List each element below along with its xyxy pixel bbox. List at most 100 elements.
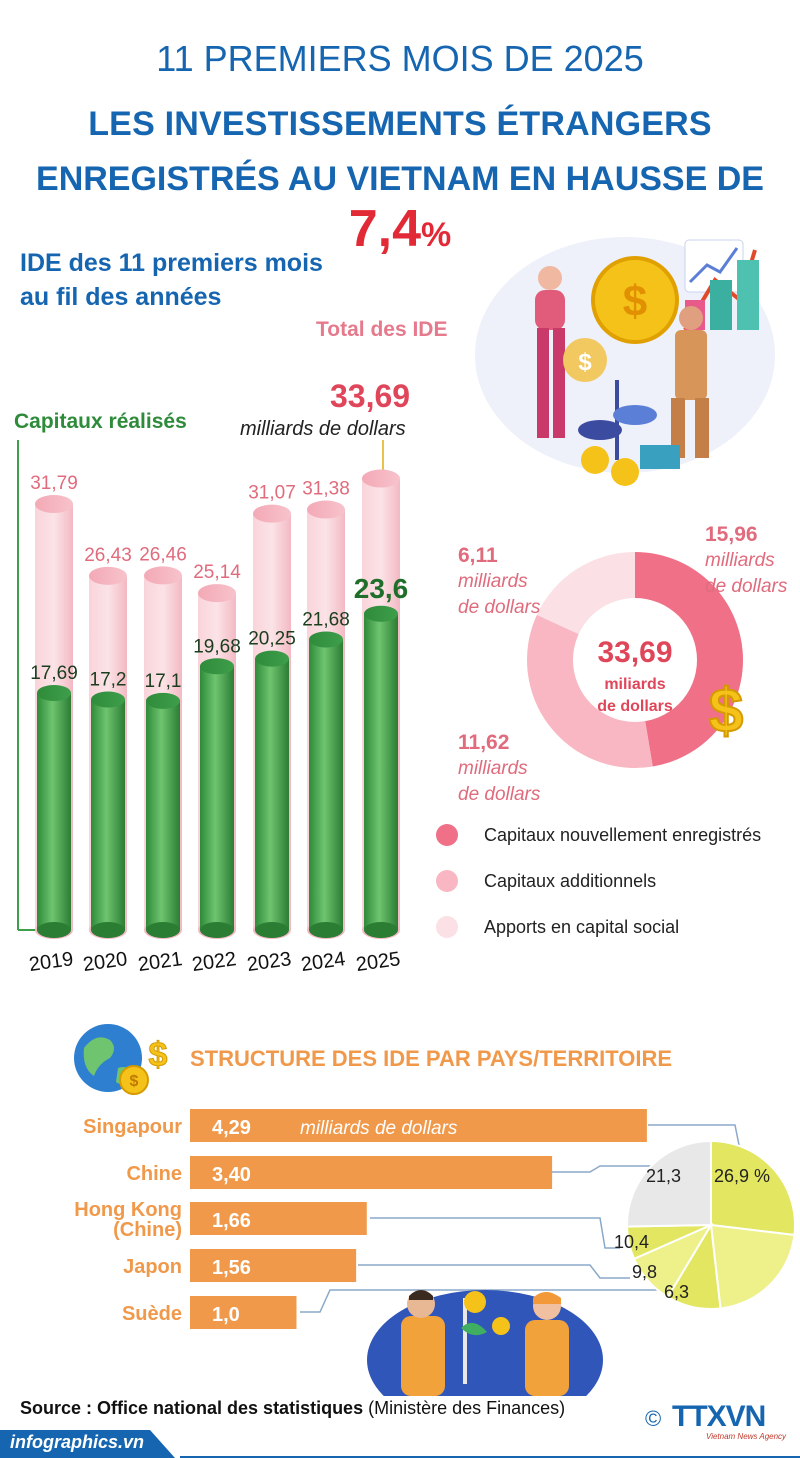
leader-singapour (648, 1124, 741, 1151)
donut-label-additional-value: 11,62 (458, 731, 510, 754)
country-label-0-0: Singapour (83, 1116, 182, 1138)
svg-text:$: $ (149, 1036, 168, 1074)
total-bar-top-2023 (253, 504, 291, 523)
globe-money-icon: $ $ (74, 1024, 168, 1095)
total-bar-top-2021 (144, 566, 182, 585)
country-bar-2 (190, 1202, 367, 1235)
header-growth-value: 7,4 (348, 200, 422, 258)
header-title-line1: LES INVESTISSEMENTS ÉTRANGERS (88, 105, 712, 143)
total-bar-top-2024 (307, 500, 345, 519)
legend-label-additional: Capitaux additionnels (484, 870, 657, 891)
source-bold: Source : Office national des statistique… (20, 1398, 364, 1418)
donut-label-new-value: 15,96 (705, 523, 758, 546)
donut-label-social-unit2: de dollars (458, 597, 541, 618)
realized-value-label-2021: 17,1 (145, 671, 182, 692)
donut-label-additional-unit2: de dollars (458, 784, 541, 805)
realized-bar-2023 (255, 658, 289, 930)
realized-bar-top-2020 (91, 691, 125, 708)
agency-logo: TTXVN (672, 1400, 766, 1433)
country-label-3-0: Japon (123, 1256, 182, 1278)
investment-illustration: $ $ (475, 237, 775, 486)
country-value-1: 3,40 (212, 1164, 251, 1186)
legend-label-new: Capitaux nouvellement enregistrés (484, 824, 762, 845)
year-label-2021: 2021 (137, 948, 184, 976)
source-note: Source : Office national des statistique… (20, 1398, 565, 1419)
legend-label-social: Apports en capital social (484, 916, 680, 937)
country-pie-label-0: 26,9 % (714, 1166, 770, 1186)
realized-bar-base-2025 (364, 922, 398, 938)
leader-hongkong (370, 1217, 620, 1249)
donut-legend: Capitaux nouvellement enregistrés Capita… (436, 812, 761, 950)
total-value-label-2023: 31,07 (248, 483, 296, 504)
country-label-2-1: (Chine) (113, 1219, 182, 1241)
legend-swatch-new (436, 824, 458, 846)
year-label-2024: 2024 (300, 948, 347, 976)
country-pie-label-3: 9,8 (632, 1262, 657, 1282)
total-value-label-2022: 25,14 (193, 562, 241, 583)
realized-value-label-2023: 20,25 (248, 629, 296, 650)
country-pie-label-2: 10,4 (614, 1232, 649, 1252)
donut-label-new-unit2: de dollars (705, 576, 788, 597)
svg-text:$: $ (130, 1073, 139, 1090)
donut-hole (573, 598, 697, 722)
realized-bar-top-2019 (37, 684, 71, 701)
realized-bar-top-2023 (255, 650, 289, 667)
realized-bar-2022 (200, 666, 234, 930)
footer-bar (0, 1430, 800, 1458)
country-pie-slice-5 (626, 1140, 712, 1228)
donut-center-unit-line2: de dollars (597, 698, 673, 715)
realized-bar-base-2022 (200, 922, 234, 938)
total-bar-top-2025 (362, 469, 400, 488)
realized-bar-top-2024 (309, 631, 343, 648)
country-pie-slice-1 (709, 1223, 796, 1310)
country-share-pie (626, 1140, 796, 1310)
svg-text:$: $ (623, 277, 647, 326)
source-rest: (Ministère des Finances) (363, 1398, 566, 1418)
year-label-2023: 2023 (246, 948, 293, 976)
realized-bar-top-2025 (364, 605, 398, 622)
legend-item-additional: Capitaux additionnels (436, 858, 761, 904)
realized-bar-base-2021 (146, 922, 180, 938)
legend-swatch-additional (436, 870, 458, 892)
realized-bar-base-2020 (91, 922, 125, 938)
total-value-label-2019: 31,79 (30, 473, 78, 494)
donut-label-new-unit1: milliards (705, 550, 775, 571)
country-value-2: 1,66 (212, 1210, 251, 1232)
realized-bar-2019 (37, 692, 71, 930)
donut-center-value: 33,69 (597, 636, 673, 669)
header-subtitle: 11 PREMIERS MOIS DE 2025 (156, 38, 644, 79)
fdi-column-chart: 31,79 17,69 2019 26,43 17,2 2020 26,46 17,1 2021… (17, 440, 408, 976)
realized-bar-2020 (91, 699, 125, 930)
total-value-label-2021: 26,46 (139, 544, 187, 565)
country-pie-slice-0 (710, 1140, 796, 1237)
country-value-4: 1,0 (212, 1304, 240, 1326)
total-fdi-unit: milliards de dollars (240, 418, 406, 440)
country-value-3: 1,56 (212, 1257, 251, 1279)
fdi-structure-donut (527, 552, 744, 768)
svg-text:$: $ (578, 349, 592, 376)
country-bar-4 (190, 1296, 297, 1329)
total-bar-top-2020 (89, 566, 127, 585)
donut-label-additional: 11,62 milliards de dollars (458, 730, 540, 808)
country-structure-title: STRUCTURE DES IDE PAR PAYS/TERRITOIRE (190, 1046, 673, 1071)
site-name[interactable]: infographics.vn (10, 1432, 145, 1452)
donut-label-social-value: 6,11 (458, 544, 498, 567)
year-label-2025: 2025 (355, 948, 402, 976)
donut-center-unit: miliards de dollars (585, 674, 685, 718)
dollar-sign-icon: $ (708, 676, 744, 742)
svg-text:$: $ (709, 677, 743, 742)
realized-bar-base-2023 (255, 922, 289, 938)
realized-capital-label: Capitaux réalisés (14, 410, 187, 433)
header-title-line2: ENREGISTRÉS AU VIETNAM EN HAUSSE DE 7,4% (0, 160, 800, 259)
total-bar-top-2022 (198, 584, 236, 603)
realized-bar-base-2024 (309, 922, 343, 938)
country-bar-1 (190, 1156, 553, 1189)
leader-chine (552, 1165, 660, 1173)
donut-label-new: 15,96 milliards de dollars (705, 522, 787, 600)
country-bar-chart: Singapour 4,29 milliards de dollars Chine 3,… (74, 1109, 741, 1329)
realized-value-label-2022: 19,68 (193, 636, 241, 657)
header-growth-unit: % (421, 216, 452, 254)
country-label-2-0: Hong Kong (74, 1199, 182, 1221)
realized-bar-2025 (364, 613, 398, 930)
realized-bar-top-2022 (200, 658, 234, 675)
